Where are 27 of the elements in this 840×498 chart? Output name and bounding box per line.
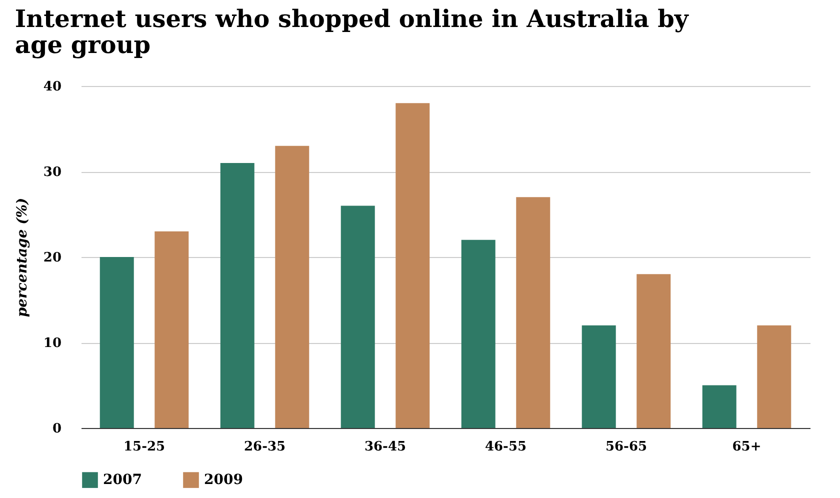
bar <box>275 146 310 428</box>
bar <box>340 206 375 428</box>
y-tick-label: 10 <box>43 336 62 351</box>
x-tick-label: 26-35 <box>244 440 286 454</box>
x-tick-label: 15-25 <box>123 440 166 454</box>
y-tick-label: 0 <box>52 422 62 436</box>
bar <box>636 274 671 428</box>
bar <box>220 162 254 428</box>
bar <box>396 103 430 428</box>
bar <box>516 197 550 428</box>
bar <box>757 325 792 428</box>
chart-title: Internet users who shopped online in Australia by age group <box>14 4 690 59</box>
legend-label: 2007 <box>103 472 142 488</box>
bar <box>461 240 496 428</box>
y-tick-label: 40 <box>43 80 62 94</box>
legend-label: 2009 <box>204 472 243 488</box>
y-axis-title: percentage (%) <box>14 198 30 318</box>
y-tick-label: 30 <box>43 165 62 180</box>
bar <box>100 257 134 428</box>
y-tick-label: 20 <box>43 250 62 266</box>
bar <box>702 385 736 428</box>
x-tick-label: 46-55 <box>484 440 527 454</box>
bar <box>154 231 189 428</box>
x-tick-label: 36-45 <box>364 440 406 454</box>
bar <box>582 325 616 428</box>
x-tick-label: 65+ <box>732 440 762 454</box>
x-tick-label: 56-65 <box>605 440 648 454</box>
